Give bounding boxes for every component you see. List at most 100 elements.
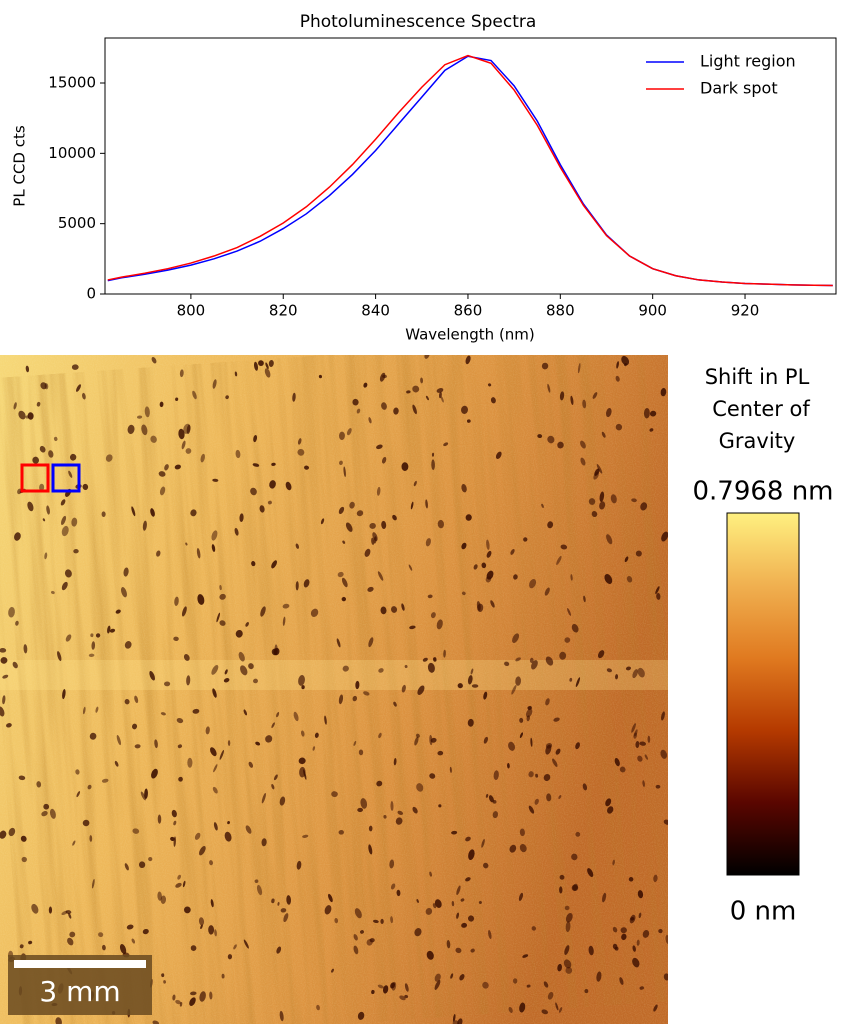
defect-speck — [639, 986, 645, 990]
defect-speck — [292, 392, 296, 402]
defect-speck — [42, 518, 46, 522]
defect-speck — [91, 641, 96, 650]
defect-speck — [141, 424, 148, 436]
defect-speck — [619, 977, 624, 985]
defect-speck — [157, 814, 162, 824]
defect-speck — [381, 456, 387, 464]
defect-speck — [372, 919, 379, 924]
defect-speck — [373, 536, 377, 544]
defect-speck — [529, 578, 537, 589]
defect-speck — [254, 879, 259, 884]
defect-speck — [174, 596, 179, 606]
defect-speck — [606, 668, 612, 673]
defect-speck — [43, 803, 50, 810]
defect-speck — [227, 954, 233, 960]
defect-speck — [571, 623, 579, 633]
defect-speck — [461, 591, 466, 596]
defect-speck — [465, 877, 471, 882]
defect-speck — [433, 657, 437, 662]
colorbar-tick-label: 0.7968 nm — [692, 477, 833, 507]
defect-speck — [123, 567, 129, 577]
defect-speck — [483, 736, 488, 744]
defect-speck — [364, 548, 371, 557]
defect-speck — [393, 758, 397, 766]
defect-speck — [163, 980, 166, 984]
defect-speck — [488, 795, 494, 803]
defect-speck — [553, 717, 560, 722]
defect-speck — [87, 784, 92, 790]
defect-speck — [588, 945, 594, 956]
defect-speck — [427, 594, 433, 599]
defect-speck — [252, 463, 260, 467]
defect-speck — [663, 819, 668, 825]
defect-speck — [396, 889, 401, 897]
defect-speck — [425, 499, 428, 509]
defect-speck — [280, 908, 287, 913]
defect-speck — [519, 1002, 526, 1013]
defect-speck — [571, 853, 578, 861]
defect-speck — [183, 906, 191, 914]
defect-speck — [271, 898, 275, 904]
defect-speck — [131, 723, 138, 730]
defect-speck — [555, 1002, 559, 1011]
defect-speck — [0, 830, 7, 839]
defect-speck — [547, 435, 555, 444]
defect-speck — [371, 537, 375, 545]
defect-speck — [25, 365, 30, 373]
defect-speck — [635, 741, 640, 749]
defect-speck — [660, 749, 668, 759]
defect-speck — [235, 449, 241, 459]
defect-speck — [235, 629, 243, 638]
defect-speck — [27, 501, 34, 512]
defect-speck — [414, 736, 419, 746]
defect-speck — [286, 895, 292, 905]
defect-speck — [624, 556, 629, 563]
defect-speck — [41, 810, 48, 817]
dark-spot-box — [20, 463, 50, 493]
defect-speck — [414, 928, 422, 937]
defect-speck — [224, 669, 228, 675]
defect-speck — [209, 991, 213, 1000]
defect-speck — [303, 579, 310, 588]
defect-speck — [248, 663, 254, 670]
defect-speck — [640, 502, 648, 511]
defect-speck — [62, 689, 66, 700]
x-tick-label: 800 — [177, 302, 206, 320]
defect-speck — [381, 402, 387, 410]
defect-speck — [466, 419, 471, 423]
defect-speck — [349, 501, 355, 509]
defect-speck — [243, 709, 248, 716]
defect-speck — [412, 385, 420, 393]
defect-speck — [416, 733, 420, 738]
defect-speck — [467, 915, 475, 922]
defect-speck — [406, 390, 411, 394]
defect-speck — [198, 917, 205, 926]
defect-speck — [138, 861, 146, 869]
defect-speck — [279, 1010, 284, 1022]
defect-speck — [390, 883, 396, 890]
defect-speck — [341, 577, 348, 588]
defect-speck — [612, 943, 618, 950]
defect-speck — [186, 675, 191, 686]
defect-speck — [352, 398, 359, 406]
defect-speck — [12, 661, 18, 669]
defect-speck — [555, 748, 561, 755]
defect-speck — [245, 825, 252, 834]
defect-speck — [665, 934, 668, 944]
defect-speck — [429, 871, 432, 877]
defect-speck — [98, 932, 104, 938]
defect-speck — [295, 543, 299, 549]
defect-speck — [181, 606, 187, 617]
defect-speck — [363, 691, 370, 696]
defect-speck — [140, 791, 146, 801]
defect-speck — [626, 575, 633, 583]
defect-speck — [596, 971, 602, 982]
defect-speck — [269, 480, 276, 489]
defect-speck — [567, 607, 572, 616]
defect-speck — [69, 453, 77, 461]
defect-speck — [331, 791, 338, 798]
defect-speck — [268, 359, 274, 367]
defect-speck — [564, 637, 571, 643]
defect-speck — [71, 364, 79, 370]
defect-speck — [434, 973, 441, 982]
